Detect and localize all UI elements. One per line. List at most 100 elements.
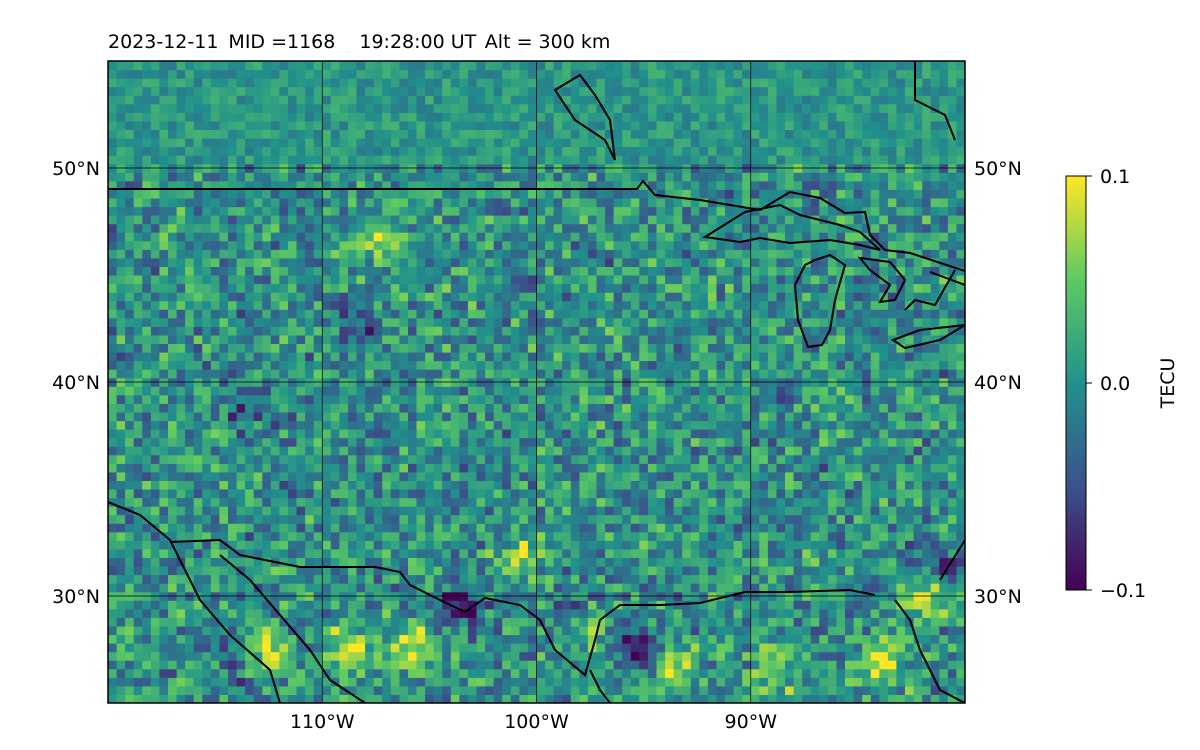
- tec-cell: [253, 275, 263, 285]
- tec-cell: [399, 660, 409, 670]
- tec-cell: [493, 685, 503, 695]
- tec-cell: [827, 429, 837, 439]
- tec-cell: [373, 463, 383, 473]
- tec-cell: [416, 548, 426, 558]
- tec-cell: [399, 326, 409, 336]
- tec-cell: [228, 574, 238, 584]
- tec-cell: [510, 514, 520, 524]
- tec-cell: [296, 626, 306, 636]
- tec-cell: [819, 343, 829, 353]
- tec-cell: [168, 429, 178, 439]
- tec-cell: [639, 369, 649, 379]
- tec-cell: [673, 317, 683, 327]
- tec-cell: [622, 506, 632, 516]
- tec-cell: [373, 651, 383, 661]
- tec-cell: [922, 386, 932, 396]
- tec-cell: [673, 446, 683, 456]
- tec-cell: [656, 283, 666, 293]
- tec-cell: [245, 412, 255, 422]
- tec-cell: [905, 489, 915, 499]
- tec-cell: [733, 617, 743, 627]
- tec-cell: [339, 489, 349, 499]
- tec-cell: [202, 283, 212, 293]
- tec-cell: [853, 394, 863, 404]
- tec-cell: [476, 694, 486, 703]
- tec-cell: [767, 677, 777, 687]
- tec-cell: [510, 531, 520, 541]
- tec-cell: [288, 523, 298, 533]
- tec-cell: [827, 514, 837, 524]
- tec-cell: [219, 334, 229, 344]
- tec-cell: [330, 412, 340, 422]
- tec-cell: [596, 608, 606, 618]
- tec-cell: [236, 677, 246, 687]
- tec-cell: [279, 412, 289, 422]
- tec-cell: [313, 317, 323, 327]
- tec-cell: [562, 437, 572, 447]
- tec-cell: [527, 694, 537, 703]
- tec-cell: [536, 343, 546, 353]
- tec-cell: [485, 583, 495, 593]
- tec-cell: [767, 326, 777, 336]
- tec-cell: [416, 471, 426, 481]
- tec-cell: [305, 369, 315, 379]
- tec-cell: [793, 369, 803, 379]
- tec-cell: [373, 548, 383, 558]
- tec-cell: [570, 480, 580, 490]
- tec-cell: [665, 506, 675, 516]
- tec-cell: [862, 540, 872, 550]
- tec-cell: [707, 317, 717, 327]
- tec-cell: [819, 437, 829, 447]
- tec-cell: [176, 668, 186, 678]
- tec-cell: [905, 360, 915, 370]
- tec-cell: [348, 685, 358, 695]
- tec-cell: [236, 394, 246, 404]
- tec-cell: [553, 429, 563, 439]
- tec-cell: [845, 446, 855, 456]
- tec-cell: [373, 292, 383, 302]
- tec-cell: [690, 643, 700, 653]
- tec-cell: [930, 446, 940, 456]
- tec-cell: [108, 523, 118, 533]
- tec-cell: [613, 309, 623, 319]
- tec-cell: [253, 497, 263, 507]
- tec-cell: [887, 309, 897, 319]
- tec-cell: [939, 446, 949, 456]
- tec-cell: [802, 326, 812, 336]
- tec-cell: [502, 471, 512, 481]
- tec-cell: [673, 506, 683, 516]
- tec-cell: [750, 403, 760, 413]
- tec-cell: [947, 309, 957, 319]
- tec-cell: [330, 574, 340, 584]
- tec-cell: [116, 480, 126, 490]
- tec-cell: [425, 566, 435, 576]
- tec-cell: [956, 497, 965, 507]
- tec-cell: [185, 626, 195, 636]
- tec-cell: [185, 326, 195, 336]
- tec-cell: [785, 506, 795, 516]
- tec-cell: [356, 471, 366, 481]
- tec-cell: [219, 557, 229, 567]
- tec-cell: [879, 309, 889, 319]
- tec-cell: [553, 394, 563, 404]
- tec-cell: [270, 626, 280, 636]
- tec-cell: [433, 634, 443, 644]
- tec-cell: [802, 403, 812, 413]
- tec-cell: [862, 275, 872, 285]
- tec-cell: [228, 677, 238, 687]
- tec-cell: [168, 326, 178, 336]
- tec-cell: [605, 600, 615, 610]
- tec-cell: [767, 386, 777, 396]
- tec-cell: [613, 471, 623, 481]
- tec-cell: [348, 540, 358, 550]
- tec-cell: [510, 685, 520, 695]
- tec-cell: [133, 540, 143, 550]
- tec-cell: [373, 617, 383, 627]
- tec-cell: [373, 334, 383, 344]
- tec-cell: [579, 557, 589, 567]
- tec-cell: [810, 634, 820, 644]
- tec-cell: [785, 660, 795, 670]
- tec-cell: [562, 668, 572, 678]
- tec-cell: [956, 626, 965, 636]
- tec-cell: [853, 446, 863, 456]
